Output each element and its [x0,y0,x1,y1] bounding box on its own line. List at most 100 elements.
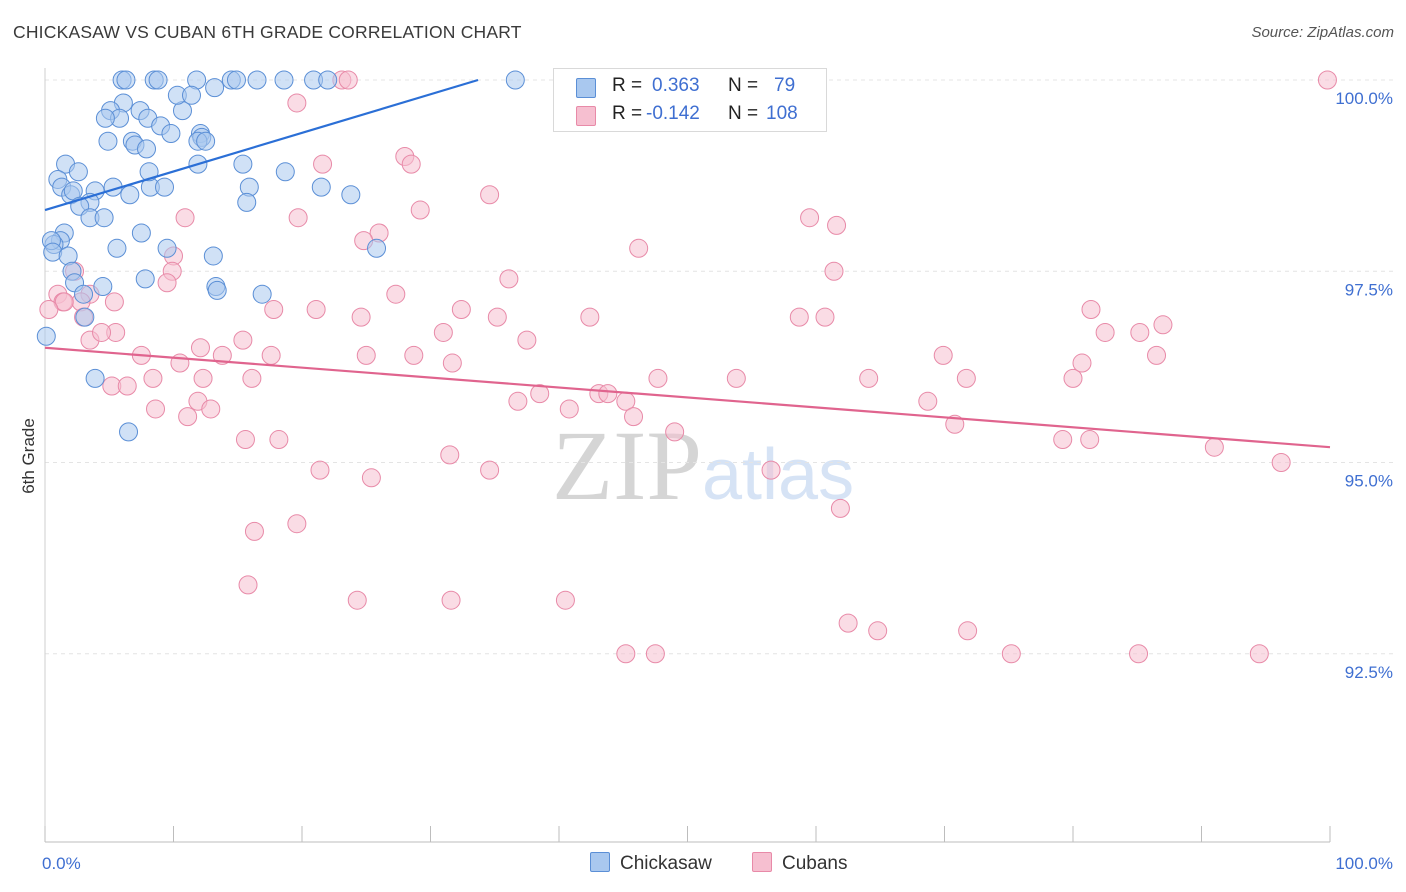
cubans-point [868,621,888,641]
chickasaw-point [137,139,157,159]
cubans-point [178,407,198,427]
chickasaw-point [135,269,155,289]
cubans-point [1204,437,1224,457]
legend-r-label: R = [612,75,643,96]
chickasaw-point [93,277,113,297]
chickasaw-point [203,246,223,266]
cubans-point [54,292,74,312]
cubans-point [361,468,381,488]
legend-r-label: R = [612,103,643,124]
cubans-point [559,399,579,419]
cubans-point [1130,322,1150,342]
cubans-point [1063,368,1083,388]
cubans-point [410,200,430,220]
legend-n-label: N = [728,103,759,124]
x-tick-label-left: 0.0% [42,854,81,873]
chickasaw-point [68,162,88,182]
chickasaw-point [75,307,95,327]
cubans-point [288,208,308,228]
chickasaw-point [311,177,331,197]
chickasaw-point [131,223,151,243]
legend-r-value: 0.363 [652,75,700,96]
cubans-point [761,460,781,480]
y-tick-labels: 100.0% 97.5% 95.0% 92.5% [1335,89,1393,682]
cubans-point [648,368,668,388]
cubans-point [580,307,600,327]
cubans-point [800,208,820,228]
cubans-point [1081,300,1101,319]
cubans-point [1053,430,1073,450]
cubans-point [1147,345,1167,365]
cubans-point [338,70,358,90]
cubans-point [1153,315,1173,335]
cubans-point [351,307,371,327]
cubans-point [629,238,649,258]
chickasaw-point [196,131,216,151]
cubans-point [146,399,166,419]
chickasaw-point [148,70,168,90]
cubans-point [306,300,326,319]
cubans-point [356,345,376,365]
cubans-point [1072,353,1092,373]
cubans-point [233,330,253,350]
cubans-point [451,300,471,319]
cubans-point [143,368,163,388]
cubans-point [830,498,850,518]
cubans-point [269,430,289,450]
chickasaw-point [94,208,114,228]
cubans-point [789,307,809,327]
chickasaw-point [247,70,267,90]
chickasaw-point [74,284,94,304]
cubans-point [530,384,550,404]
cubans-point [404,345,424,365]
cubans-point [287,514,307,534]
cubans-point [517,330,537,350]
cubans-point [1080,430,1100,450]
cubans-point [499,269,519,289]
legend-swatch-chickasaw [590,852,610,872]
cubans-point [212,345,232,365]
cubans-point [956,368,976,388]
axes [44,68,1331,843]
cubans-point [190,338,210,358]
cubans-point [598,384,618,404]
legend-swatch-pink [576,106,596,126]
chickasaw-point [155,177,175,197]
legend-label-cubans: Cubans [782,853,848,874]
cubans-point [347,590,367,610]
chickasaw-point [85,368,105,388]
cubans-point [624,407,644,427]
cubans-point [827,215,847,235]
chickasaw-point [367,238,387,258]
cubans-point [815,307,835,327]
chickasaw-point [207,280,227,300]
cubans-point [487,307,507,327]
cubans-point [238,575,258,595]
cubans-point [859,368,879,388]
cubans-point [958,621,978,641]
legend-r-value: -0.142 [646,103,700,124]
cubans-point [1001,644,1021,664]
y-tick-label: 95.0% [1345,472,1393,491]
legend-swatch-blue [576,78,596,98]
cubans-point [157,273,177,293]
cubans-point [555,590,575,610]
legend-item-chickasaw: Chickasaw [590,852,712,875]
chickasaw-point [252,284,272,304]
cubans-point [201,399,221,419]
cubans-point [1095,322,1115,342]
chickasaw-trend-line [44,78,479,212]
legend-swatch-cubans [752,852,772,872]
chickasaw-point [341,185,361,205]
cubans-point [726,368,746,388]
legend-n-label: N = [728,75,759,96]
chickasaw-point [107,238,127,258]
legend-n-value: 108 [766,103,798,124]
x-tick-label-right: 100.0% [1335,854,1393,873]
cubans-point [310,460,330,480]
chickasaw-point [274,70,294,90]
correlation-legend: R = 0.363 N = 79 R = -0.142 N = 108 [553,68,827,132]
cubans-point [645,644,665,664]
chickasaw-point [116,70,136,90]
